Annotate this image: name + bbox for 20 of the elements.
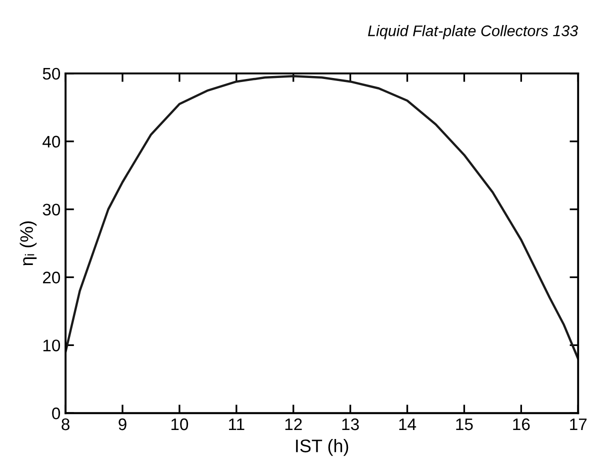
x-tick-label: 13 bbox=[342, 418, 359, 430]
x-tick-label: 16 bbox=[513, 418, 530, 430]
x-tick-label: 15 bbox=[456, 418, 473, 430]
x-tick-label: 14 bbox=[399, 418, 416, 430]
y-tick-label: 20 bbox=[43, 272, 60, 284]
y-tick-label: 10 bbox=[43, 340, 60, 352]
y-tick-label: 40 bbox=[42, 136, 60, 148]
text: Liquid Flat-plate Collectors 133 bbox=[368, 25, 578, 40]
x-axis-title: IST (h) bbox=[296, 439, 348, 456]
x-tick-label: 8 bbox=[62, 418, 70, 430]
y-tick-label: 30 bbox=[42, 204, 60, 216]
x-tick-label: 11 bbox=[229, 418, 244, 430]
y-tick-label: 0 bbox=[52, 408, 60, 420]
y-axis-title: ηᵢ (%) bbox=[20, 221, 37, 266]
y-tick-label: 50 bbox=[42, 68, 60, 80]
x-tick-label: 17 bbox=[570, 418, 587, 430]
x-tick-label: 12 bbox=[285, 418, 302, 430]
x-tick-label: 9 bbox=[118, 418, 126, 430]
x-tick-label: 10 bbox=[171, 418, 188, 430]
line-series bbox=[66, 75, 578, 360]
